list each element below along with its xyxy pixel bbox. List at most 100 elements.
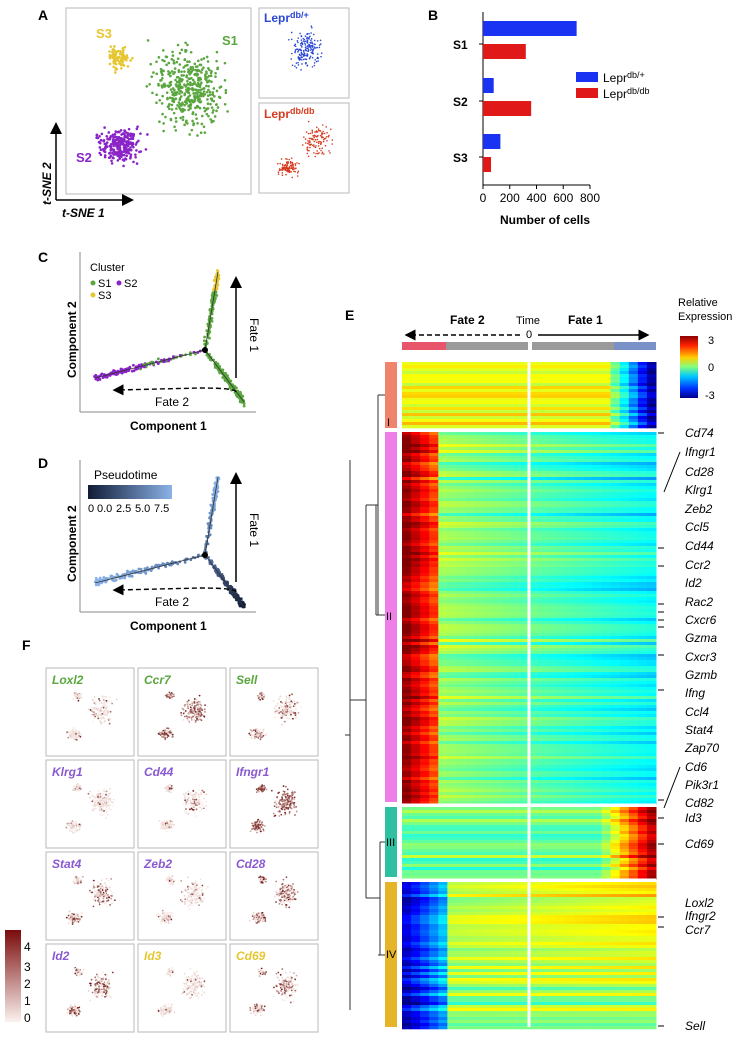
heatmap-cell — [565, 480, 575, 483]
heatmap-cell — [602, 549, 612, 552]
heatmap-cell — [447, 615, 457, 618]
heatmap-cell — [420, 603, 430, 606]
heatmap-cell — [611, 468, 621, 471]
heatmap-cell — [493, 591, 503, 594]
bar-category-label: S3 — [453, 151, 468, 165]
tsne-point-s1 — [197, 98, 200, 101]
heatmap-cell — [456, 465, 466, 468]
heatmap-cell — [547, 392, 557, 395]
heatmap-cell — [466, 474, 476, 477]
tsne-point-dbdb — [292, 162, 294, 164]
heatmap-cell — [402, 576, 412, 579]
tsne-point-s1 — [152, 71, 155, 74]
heatmap-cell — [538, 456, 548, 459]
heatmap-cell — [466, 513, 476, 516]
heatmap-cell — [556, 636, 566, 639]
tsne-point-s2 — [128, 143, 131, 146]
heatmap-cell — [402, 561, 412, 564]
heatmap-cell — [647, 645, 657, 648]
heatmap-cell — [593, 552, 603, 555]
heatmap-cell — [475, 365, 485, 368]
tsne-point-dbplus — [300, 43, 302, 45]
heatmap-cell — [547, 422, 557, 425]
heatmap-cell — [466, 567, 476, 570]
heatmap-cell — [593, 435, 603, 438]
tsne-point-s2 — [115, 142, 118, 145]
tsne-point-s2 — [126, 140, 129, 143]
heatmap-cell — [484, 398, 494, 401]
heatmap-cell — [574, 531, 584, 534]
fate2-label-e: Fate 2 — [450, 313, 485, 327]
heatmap-cell — [629, 567, 639, 570]
heatmap-cell — [402, 447, 412, 450]
heatmap-cell — [629, 495, 639, 498]
heatmap-cell — [574, 591, 584, 594]
heatmap-cell — [466, 543, 476, 546]
heatmap-cell — [620, 507, 630, 510]
heatmap-cell — [420, 627, 430, 630]
heatmap-cell — [638, 507, 648, 510]
heatmap-cell — [593, 489, 603, 492]
heatmap-cell — [438, 642, 448, 645]
heatmap-cell — [565, 567, 575, 570]
trajectory-point — [208, 337, 211, 340]
tsne-point-s2 — [96, 133, 99, 136]
heatmap-cell — [475, 453, 485, 456]
heatmap-cell — [484, 498, 494, 501]
heatmap-cell — [402, 639, 412, 642]
heatmap-cell — [511, 501, 521, 504]
tsne-point-s1 — [192, 122, 195, 125]
heatmap-cell — [556, 606, 566, 609]
tsne-point-s1 — [162, 49, 165, 52]
fate1-label-c: Fate 1 — [247, 318, 261, 352]
heatmap-cell — [429, 606, 439, 609]
heatmap-cell — [456, 413, 466, 416]
heatmap-cell — [466, 365, 476, 368]
heatmap-cell — [538, 597, 548, 600]
heatmap-cell — [456, 519, 466, 522]
heatmap-cell — [574, 525, 584, 528]
heatmap-cell — [411, 600, 421, 603]
heatmap-cell — [402, 386, 412, 389]
traj-c-x-label: Component 1 — [130, 419, 207, 433]
heatmap-cell — [565, 395, 575, 398]
heatmap-cell — [638, 612, 648, 615]
tsne-point-s1 — [211, 106, 214, 109]
heatmap-cell — [547, 594, 557, 597]
tsne-point-s1 — [218, 86, 221, 89]
tsne-point-s1 — [187, 105, 190, 108]
heatmap-cell — [565, 636, 575, 639]
heatmap-cell — [583, 552, 593, 555]
tsne-point-s1 — [191, 120, 194, 123]
heatmap-cell — [484, 386, 494, 389]
heatmap-cell — [574, 389, 584, 392]
heatmap-cell — [538, 522, 548, 525]
heatmap-cell — [574, 410, 584, 413]
heatmap-cell — [556, 468, 566, 471]
tsne-point-dbplus — [311, 27, 313, 29]
heatmap-cell — [411, 365, 421, 368]
heatmap-cell — [583, 422, 593, 425]
heatmap-cell — [538, 380, 548, 383]
heatmap-cell — [402, 591, 412, 594]
heatmap-cell — [593, 597, 603, 600]
heatmap-cell — [402, 416, 412, 419]
tsne-point-s1 — [183, 109, 186, 112]
heatmap-cell — [611, 576, 621, 579]
heatmap-cell — [638, 471, 648, 474]
heatmap-cell — [511, 419, 521, 422]
heatmap-cell — [638, 468, 648, 471]
heatmap-cell — [602, 636, 612, 639]
heatmap-cell — [611, 444, 621, 447]
heatmap-cell — [565, 404, 575, 407]
heatmap-cell — [547, 534, 557, 537]
tsne-point-dbplus — [291, 32, 293, 34]
heatmap-cell — [638, 561, 648, 564]
heatmap-cell — [493, 546, 503, 549]
trajectory-point — [157, 357, 160, 360]
heatmap-cell — [456, 495, 466, 498]
heatmap-cell — [420, 386, 430, 389]
heatmap-cell — [593, 465, 603, 468]
tsne-point-dbplus — [303, 53, 305, 55]
heatmap-cell — [493, 555, 503, 558]
